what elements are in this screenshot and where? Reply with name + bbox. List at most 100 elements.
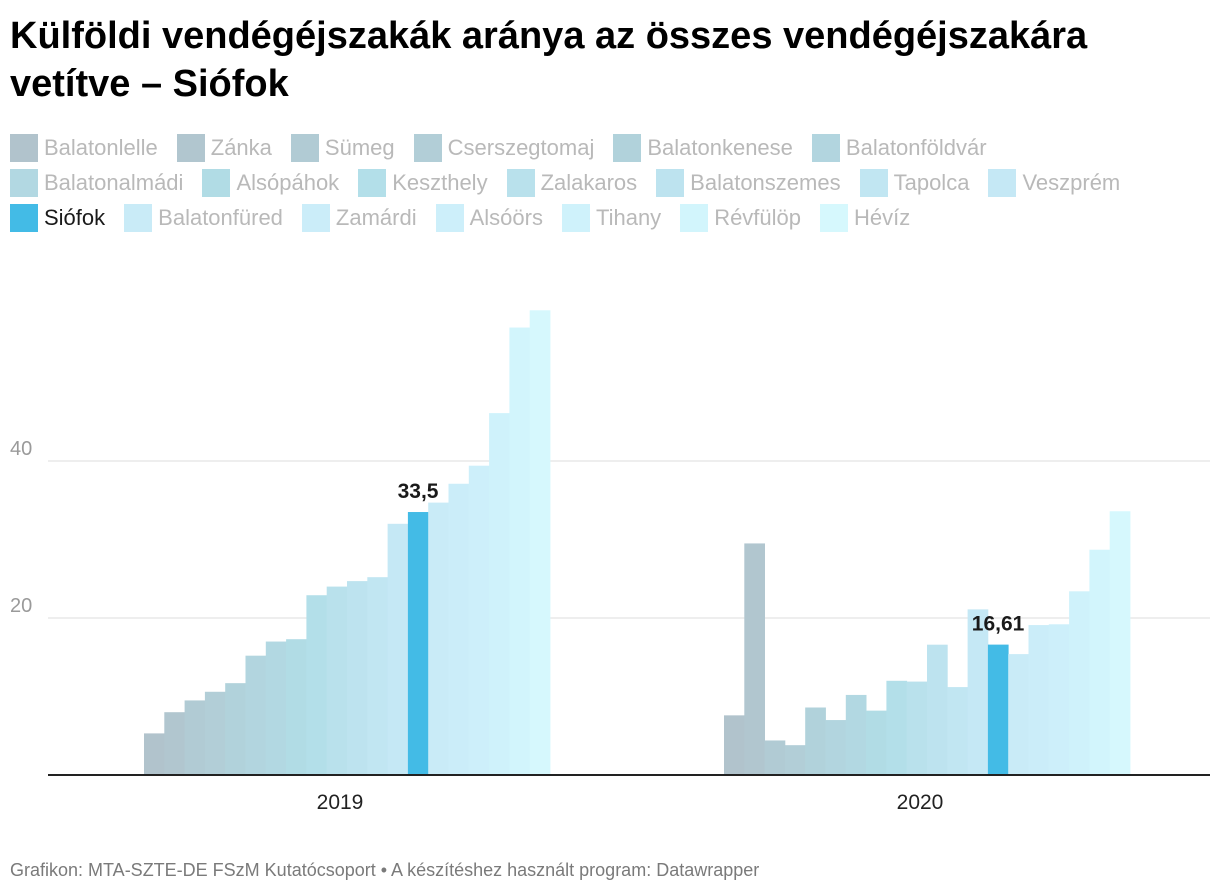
legend-label: Balatonföldvár — [845, 134, 987, 160]
legend-label: Veszprém — [1022, 169, 1121, 195]
legend-row: Siófok Balatonfüred Zamárdi Alsóörs Tihany Ré… — [10, 200, 1215, 235]
legend-row: Balatonalmádi Alsópáhok Keszthely Zalakaros… — [10, 165, 1215, 200]
bar — [347, 581, 368, 775]
bar — [286, 639, 307, 775]
legend-item[interactable]: Tihany — [561, 203, 662, 232]
legend-row: Balatonlelle Zánka Sümeg Cserszegtomaj Balat… — [10, 130, 1215, 165]
legend-label: Alsóörs — [469, 204, 543, 230]
source-footer: Grafikon: MTA-SZTE-DE FSzM Kutatócsoport… — [10, 860, 760, 880]
bar — [805, 707, 826, 775]
legend-item[interactable]: Balatonlelle — [10, 133, 158, 162]
legend-swatch — [10, 133, 38, 162]
legend-label: Siófok — [44, 204, 106, 230]
legend-label: Alsópáhok — [236, 169, 340, 195]
data-label: 16,61 — [972, 613, 1025, 636]
legend-swatch — [820, 203, 849, 232]
bar — [326, 586, 348, 775]
legend-item[interactable]: Révfülöp — [680, 203, 802, 232]
legend-swatch — [506, 168, 535, 197]
bar — [1048, 624, 1070, 775]
legend-label: Tihany — [595, 204, 662, 230]
legend-item[interactable]: Sümeg — [290, 133, 395, 162]
x-tick-label: 2020 — [897, 791, 944, 814]
legend-item[interactable]: Zánka — [176, 133, 272, 162]
legend-swatch — [859, 168, 888, 197]
legend-item[interactable]: Balatonalmádi — [10, 168, 184, 197]
bar — [1109, 511, 1131, 775]
bar — [468, 465, 490, 775]
legend-item[interactable]: Alsópáhok — [202, 168, 340, 197]
legend-item[interactable]: Veszprém — [988, 168, 1121, 197]
bar — [164, 712, 185, 775]
bar — [144, 733, 165, 775]
bar — [845, 694, 867, 775]
x-tick-label: 2019 — [317, 791, 364, 814]
legend-label: Balatonkenese — [647, 134, 793, 160]
legend-item[interactable]: Balatonszemes — [656, 168, 841, 197]
legend-label: Balatonfüred — [158, 204, 283, 230]
bar — [204, 691, 226, 775]
bar-chart: 20 40 33,5 2019 16,61 2020 — [10, 310, 1210, 814]
legend-item[interactable]: Balatonföldvár — [811, 133, 987, 162]
legend-item[interactable]: Keszthely — [358, 168, 488, 197]
bar — [784, 745, 806, 775]
legend-swatch — [680, 203, 709, 232]
bar — [448, 483, 470, 775]
legend-swatch — [811, 133, 840, 162]
legend-item[interactable]: Tapolca — [859, 168, 970, 197]
bar — [906, 681, 928, 775]
legend-label: Balatonalmádi — [44, 169, 184, 195]
bar — [724, 715, 745, 775]
legend-item[interactable]: Zamárdi — [301, 203, 417, 232]
legend-swatch — [656, 168, 685, 197]
legend-label: Balatonlelle — [44, 134, 158, 160]
legend-label: Cserszegtomaj — [447, 134, 595, 160]
bar — [967, 609, 989, 775]
legend-item[interactable]: Balatonfüred — [124, 203, 283, 232]
bar — [866, 710, 887, 775]
bar — [947, 687, 968, 775]
bar — [1089, 549, 1111, 775]
bar — [886, 680, 908, 775]
bar — [306, 595, 328, 775]
legend-swatch — [358, 168, 387, 197]
legend-label: Balatonszemes — [690, 169, 841, 195]
legend-label: Révfülöp — [714, 204, 802, 230]
legend-item[interactable]: Alsóörs — [435, 203, 543, 232]
bar — [529, 310, 551, 775]
legend-swatch — [176, 133, 205, 162]
legend-label: Keszthely — [392, 169, 488, 195]
legend-swatch — [10, 203, 38, 232]
bar — [509, 327, 531, 775]
legend-label: Sümeg — [324, 134, 395, 160]
legend-swatch — [124, 203, 153, 232]
data-label: 33,5 — [398, 480, 439, 503]
legend-swatch — [613, 133, 642, 162]
bar — [764, 740, 786, 775]
legend-swatch — [561, 203, 590, 232]
legend-swatch — [413, 133, 442, 162]
legend-label: Tapolca — [893, 169, 970, 195]
legend-swatch — [290, 133, 319, 162]
bar — [407, 512, 429, 775]
bar — [428, 502, 449, 775]
legend-item[interactable]: Siófok — [10, 203, 106, 232]
legend-item[interactable]: Zalakaros — [506, 168, 638, 197]
legend-item[interactable]: Cserszegtomaj — [413, 133, 595, 162]
legend-swatch — [435, 203, 464, 232]
legend-label: Zamárdi — [335, 204, 417, 230]
bar — [265, 641, 287, 775]
legend-item[interactable]: Balatonkenese — [613, 133, 793, 162]
legend-swatch — [988, 168, 1017, 197]
bar — [184, 700, 206, 775]
bar — [367, 577, 388, 775]
bar — [489, 413, 510, 775]
legend-label: Zánka — [210, 134, 272, 160]
legend-swatch — [301, 203, 330, 232]
legend-label: Hévíz — [854, 204, 911, 230]
legend: Balatonlelle Zánka Sümeg Cserszegtomaj Balat… — [10, 130, 1215, 235]
bar — [1028, 625, 1050, 775]
legend-item[interactable]: Hévíz — [820, 203, 911, 232]
y-tick-label: 20 — [10, 595, 32, 617]
legend-label: Zalakaros — [540, 169, 638, 195]
